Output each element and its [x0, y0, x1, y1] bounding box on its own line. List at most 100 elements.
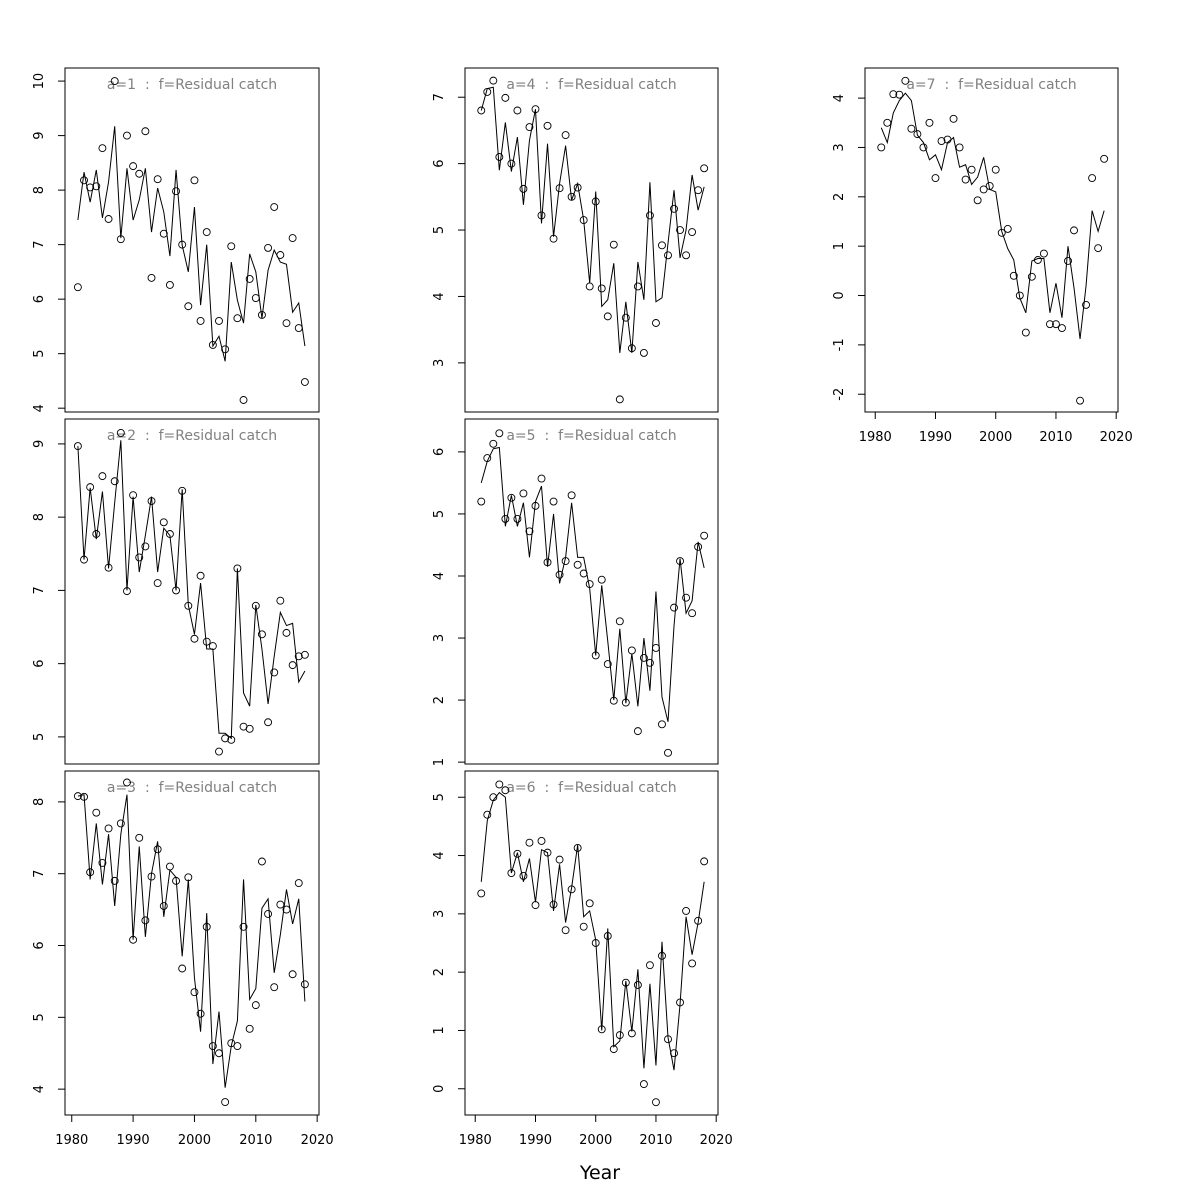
y-tick-label: 4	[832, 94, 847, 102]
data-point	[525, 527, 534, 536]
y-tick-label: 6	[32, 295, 47, 303]
y-tick-label: 4	[432, 572, 447, 580]
data-point	[615, 395, 624, 404]
data-point	[196, 571, 205, 580]
panel-title: a=5 : f=Residual catch	[506, 428, 676, 444]
data-point	[129, 162, 138, 171]
data-point	[670, 603, 678, 612]
data-point	[477, 497, 486, 506]
data-point	[501, 93, 510, 102]
data-point	[961, 175, 970, 184]
data-point	[282, 628, 291, 637]
data-point	[895, 90, 904, 99]
data-point	[190, 176, 199, 185]
fitted-line	[880, 92, 1105, 340]
data-point	[123, 778, 131, 787]
data-point	[288, 661, 297, 670]
data-point	[931, 174, 940, 183]
data-point	[489, 439, 498, 448]
data-point	[525, 123, 534, 132]
data-point	[245, 275, 254, 283]
data-point	[288, 970, 297, 979]
data-point	[116, 819, 125, 828]
data-point	[215, 1049, 223, 1058]
data-point	[270, 668, 279, 677]
data-point	[147, 273, 156, 282]
data-point	[519, 489, 528, 498]
data-point	[116, 428, 125, 437]
y-tick-label: 10	[32, 73, 47, 90]
data-point	[141, 916, 150, 925]
data-point	[1064, 257, 1072, 265]
y-tick-label: 1	[432, 1026, 447, 1034]
data-point	[257, 311, 266, 319]
data-point	[652, 319, 660, 327]
x-tick-label: 2020	[301, 1133, 334, 1148]
data-point	[208, 1042, 217, 1051]
data-point	[270, 203, 279, 211]
data-point	[110, 477, 119, 486]
y-tick-label: 6	[432, 159, 447, 167]
y-tick-label: 2	[432, 968, 447, 976]
data-point	[670, 204, 678, 213]
data-point	[658, 951, 666, 960]
panel-frame	[864, 67, 1119, 413]
data-point	[925, 118, 934, 127]
data-point	[288, 234, 297, 243]
data-point	[135, 169, 144, 178]
data-point	[270, 983, 279, 992]
x-tick-label: 1990	[117, 1133, 150, 1148]
data-point	[973, 196, 982, 205]
data-point	[585, 282, 594, 291]
y-tick-label: 6	[32, 660, 47, 668]
data-point	[609, 240, 618, 249]
y-tick-label: 5	[32, 350, 47, 358]
data-point	[300, 378, 309, 386]
data-point	[676, 557, 684, 566]
data-point	[519, 184, 528, 193]
data-point	[495, 429, 504, 438]
data-point	[1009, 271, 1018, 280]
data-point	[251, 1001, 260, 1010]
data-point	[123, 131, 131, 140]
fitted-line	[77, 126, 306, 362]
y-tick-label: 8	[32, 186, 47, 194]
data-point	[901, 76, 910, 85]
data-point	[215, 317, 223, 325]
data-point	[537, 837, 546, 845]
data-point	[141, 127, 150, 136]
fitted-line	[77, 440, 306, 740]
data-point	[135, 553, 144, 562]
data-point	[567, 192, 576, 201]
y-tick-label: 6	[432, 448, 447, 456]
data-point	[251, 294, 260, 303]
data-point	[597, 575, 606, 584]
data-point	[579, 922, 588, 931]
data-point	[603, 312, 612, 321]
data-point	[264, 243, 273, 252]
data-point	[652, 1098, 660, 1107]
data-point	[184, 302, 193, 311]
panel-title: a=7 : f=Residual catch	[906, 77, 1076, 93]
data-point	[688, 959, 697, 968]
panel-frame	[464, 67, 719, 413]
data-point	[98, 144, 107, 153]
data-point	[573, 844, 582, 852]
x-tick-label: 1990	[919, 430, 952, 445]
data-point	[639, 653, 648, 662]
panel-title: a=2 : f=Residual catch	[107, 428, 277, 444]
data-point	[245, 1024, 254, 1033]
panel-frame	[464, 770, 719, 1116]
x-tick-label: 1990	[519, 1133, 552, 1148]
data-point	[239, 922, 248, 931]
y-tick-label: 9	[32, 131, 47, 139]
data-point	[658, 720, 666, 729]
data-point	[294, 324, 303, 332]
data-point	[495, 780, 504, 789]
data-point	[543, 121, 552, 130]
data-point	[153, 579, 162, 588]
data-point	[688, 228, 697, 236]
data-point	[549, 497, 558, 506]
data-point	[239, 396, 248, 404]
